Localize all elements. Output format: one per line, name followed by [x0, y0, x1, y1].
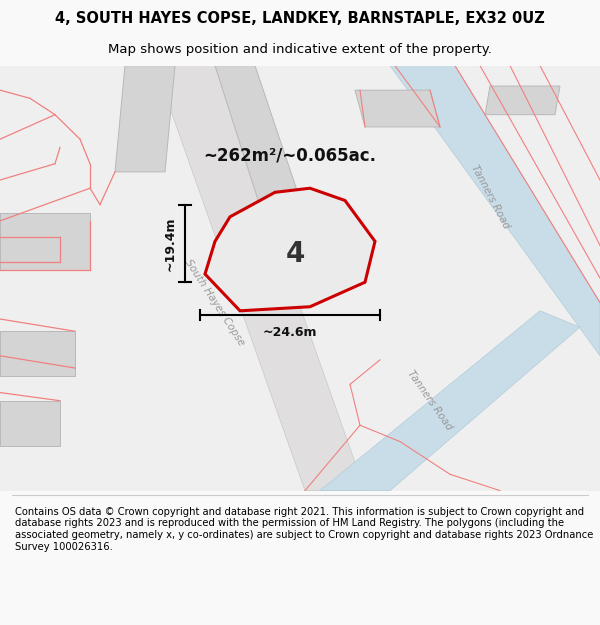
Text: Contains OS data © Crown copyright and database right 2021. This information is : Contains OS data © Crown copyright and d… [15, 507, 593, 551]
Text: South Hayes Copse: South Hayes Copse [184, 258, 247, 348]
Text: Tanners Road: Tanners Road [469, 163, 511, 230]
Polygon shape [355, 90, 440, 127]
Text: Tanners Road: Tanners Road [406, 369, 454, 432]
Polygon shape [320, 311, 580, 491]
Polygon shape [0, 401, 60, 446]
Text: ~262m²/~0.065ac.: ~262m²/~0.065ac. [203, 146, 377, 164]
Text: ~24.6m: ~24.6m [263, 326, 317, 339]
Polygon shape [155, 66, 365, 491]
Text: ~19.4m: ~19.4m [164, 216, 177, 271]
Text: 4: 4 [286, 239, 305, 268]
Polygon shape [0, 213, 90, 270]
Polygon shape [390, 66, 600, 356]
Polygon shape [0, 331, 75, 376]
Text: 4, SOUTH HAYES COPSE, LANDKEY, BARNSTAPLE, EX32 0UZ: 4, SOUTH HAYES COPSE, LANDKEY, BARNSTAPL… [55, 11, 545, 26]
Polygon shape [205, 188, 375, 311]
Polygon shape [485, 86, 560, 114]
Text: Map shows position and indicative extent of the property.: Map shows position and indicative extent… [108, 44, 492, 56]
Polygon shape [115, 66, 175, 172]
Polygon shape [215, 66, 310, 238]
